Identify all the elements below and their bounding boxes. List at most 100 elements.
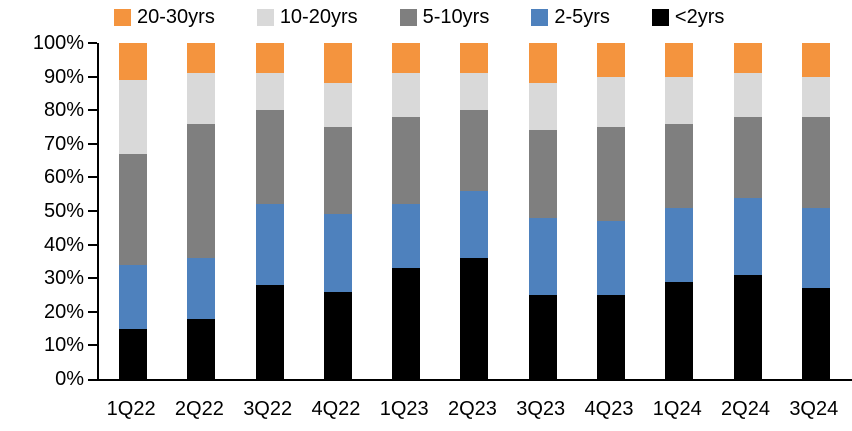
bar-segment-5-10yrs [528,130,557,218]
bar-segment-2-5yrs [596,221,625,295]
y-axis-label: 50% [43,200,84,222]
legend-swatch-icon [114,8,131,26]
bar-segment-2-5yrs [528,217,557,295]
bar-slot [236,43,304,379]
y-axis-label: 30% [43,267,84,290]
bar-segment-10-20yrs [119,80,148,154]
bar-segment-10-20yrs [255,73,284,111]
stacked-bar-4Q22 [323,43,352,379]
y-axis-tick [88,176,97,179]
x-axis-label: 2Q23 [447,398,497,420]
bar-slot [645,43,713,379]
bar-slot [782,43,850,379]
bar-segment-5-10yrs [801,116,830,208]
bar-segment-5-10yrs [665,123,694,208]
y-axis-label: 100% [32,32,84,54]
bar-segment-<2yrs [119,328,148,379]
bar-segment-5-10yrs [119,153,148,265]
stacked-bar-3Q23 [528,43,557,379]
bar-segment-20-30yrs [187,43,216,74]
x-axis-label: 1Q23 [379,398,429,420]
y-axis-label: 20% [43,300,84,323]
bar-segment-20-30yrs [119,43,148,80]
x-axis-label: 4Q22 [311,398,361,420]
bar-segment-<2yrs [323,291,352,379]
legend-item: 10-20yrs [256,4,358,30]
legend-label: 2-5yrs [554,6,610,28]
bar-segment-<2yrs [665,281,694,379]
chart-legend: 20-30yrs 10-20yrs 5-10yrs 2-5yrs <2yrs [114,4,724,30]
bar-segment-10-20yrs [596,76,625,128]
stacked-bar-2Q22 [187,43,216,379]
legend-swatch-icon [651,8,669,26]
bar-segment-<2yrs [255,284,284,379]
bar-segment-<2yrs [187,318,216,379]
legend-item: <2yrs [651,4,724,30]
y-axis-tick [88,75,97,78]
bar-segment-5-10yrs [323,127,352,215]
x-axis-label: 2Q24 [721,398,770,420]
stacked-bar-1Q22 [119,43,148,379]
y-axis-tick [88,42,97,44]
legend-swatch-icon [531,8,549,26]
bars-container [99,43,850,379]
bar-segment-5-10yrs [187,123,216,259]
bar-segment-2-5yrs [733,197,762,275]
stacked-bar-1Q24 [665,43,694,379]
plot-area: 0% 10% 20% 30% 40% 50% 60% 70% 80% 90% 100% [33,33,852,389]
bar-segment-<2yrs [596,295,625,379]
legend-swatch-icon [256,8,274,26]
bar-segment-2-5yrs [187,258,216,319]
y-axis-label: 10% [43,334,84,357]
y-axis-tick [88,310,97,313]
x-axis-labels: 1Q22 2Q22 3Q22 4Q22 1Q23 2Q23 3Q23 4Q23 1Q24 2Q24… [97,397,848,421]
bar-slot [99,43,167,379]
y-axis-label: 60% [43,166,84,189]
stacked-bar-1Q23 [392,43,421,379]
bar-segment-5-10yrs [460,110,489,191]
bar-segment-20-30yrs [323,43,352,84]
bar-slot [440,43,508,379]
bar-slot [509,43,577,379]
legend-item: 2-5yrs [531,4,610,30]
bar-segment-20-30yrs [392,43,421,74]
bar-slot [577,43,645,379]
x-axis-label: 3Q22 [243,398,293,420]
stacked-bar-2Q23 [460,43,489,379]
legend-label: 10-20yrs [279,6,358,28]
bar-segment-5-10yrs [733,116,762,198]
y-axis-label: 80% [43,99,84,122]
bar-segment-2-5yrs [665,207,694,282]
y-axis-label: 90% [43,65,84,88]
bar-segment-10-20yrs [392,73,421,117]
y-axis-tick [88,277,97,280]
bar-segment-10-20yrs [460,73,489,111]
bar-segment-20-30yrs [255,43,284,74]
bar-slot [372,43,440,379]
bar-segment-<2yrs [801,288,830,379]
bar-slot [304,43,372,379]
bar-segment-10-20yrs [528,83,557,131]
bar-segment-2-5yrs [323,214,352,292]
bar-segment-2-5yrs [460,190,489,259]
x-axis-label: 3Q24 [789,398,839,420]
bar-segment-<2yrs [460,258,489,379]
legend-item: 20-30yrs [114,4,215,30]
bar-slot [167,43,235,379]
y-axis-tick [88,142,97,145]
x-axis-label: 1Q22 [106,398,156,420]
bar-segment-<2yrs [733,274,762,379]
y-axis-label: 70% [43,132,84,155]
bar-segment-<2yrs [392,268,421,379]
x-axis-label: 3Q23 [516,398,566,420]
y-axis-label: 0% [55,368,84,390]
bar-segment-10-20yrs [187,73,216,124]
y-axis-tick [88,243,97,246]
y-axis-tick [88,109,97,112]
bar-segment-20-30yrs [665,43,694,77]
bar-segment-20-30yrs [596,43,625,77]
bar-segment-2-5yrs [119,264,148,329]
y-axis-tick [88,210,97,212]
legend-item: 5-10yrs [399,4,489,30]
bar-segment-2-5yrs [392,204,421,269]
